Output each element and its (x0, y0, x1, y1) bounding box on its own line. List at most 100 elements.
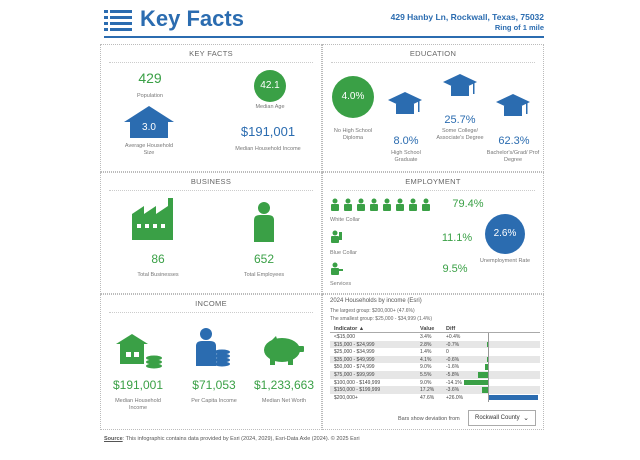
population-label: Population (137, 93, 163, 99)
table-row: $25,000 - $34,999 1.4% 0 (330, 348, 540, 357)
list-icon (104, 10, 132, 32)
divider (109, 190, 313, 191)
zero-line (488, 386, 489, 395)
piggy-bank-icon (264, 336, 304, 365)
indicator-cell: $50,000 - $74,999 (334, 364, 375, 371)
page-title: Key Facts (140, 6, 244, 31)
comparison-select-value: Rockwall County (475, 415, 520, 421)
median-age-label: Median Age (255, 104, 285, 110)
value-cell: 2.8% (420, 341, 432, 348)
zero-line (488, 378, 489, 387)
diff-cell: +0.4% (446, 334, 461, 340)
source-link[interactable]: Source (104, 436, 123, 442)
diff-bar-cell (464, 340, 538, 349)
table-title: 2024 Households by income (Esri) (330, 298, 422, 304)
services-value: 9.5% (442, 263, 468, 275)
diff-bar-cell (464, 363, 538, 372)
panel-title: INCOME (195, 299, 227, 308)
diff-bar (486, 356, 488, 363)
graduation-cap-icon (496, 94, 530, 116)
median-household-income-value: $191,001 (112, 378, 164, 392)
divider (109, 62, 313, 63)
diff-bar-cell (464, 333, 538, 341)
zero-line (488, 340, 489, 349)
median-income-label: Median Household Income (235, 146, 301, 152)
services-label: Services (330, 281, 352, 287)
white-collar-icons (331, 198, 430, 211)
value-cell: 5.5% (420, 371, 432, 378)
median-age-circle: 42.1 (254, 70, 286, 102)
median-income-value: $191,001 (240, 124, 296, 139)
zero-line (488, 393, 489, 402)
household-size-value: 3.0 (142, 122, 156, 133)
value-cell: 4.1% (420, 356, 432, 363)
some-college-label: Some College/ Associate's Degree (436, 128, 484, 142)
employment-panel: EMPLOYMENT (322, 172, 544, 294)
diff-bar-cell (464, 378, 538, 387)
diff-bar (481, 387, 488, 393)
zero-line (488, 363, 489, 372)
employee-icon (254, 202, 274, 242)
education-panel: EDUCATION (322, 44, 544, 172)
largest-group: The largest group: $200,000+ (47.6%) (330, 308, 415, 314)
bars-label: Bars show deviation from (398, 416, 460, 422)
diff-cell: -0.7% (446, 341, 460, 348)
comparison-select[interactable]: Rockwall County ⌄ (468, 410, 536, 426)
indicator-cell: $100,000 - $149,999 (334, 379, 381, 386)
value-header[interactable]: Value (420, 326, 435, 332)
indicator-header[interactable]: Indicator ▲ (334, 326, 365, 332)
value-cell: 17.2% (420, 387, 435, 394)
per-capita-income-value: $71,053 (192, 378, 236, 392)
source-note: Source: This infographic contains data p… (104, 436, 360, 442)
unemployment-value: 2.6% (493, 228, 517, 239)
diff-cell: -1.6% (446, 364, 460, 371)
some-college-value: 25.7% (444, 114, 476, 126)
diff-bar (488, 394, 538, 401)
chevron-down-icon: ⌄ (523, 415, 529, 422)
hs-label: High School Graduate (391, 150, 421, 164)
divider (109, 312, 313, 313)
smallest-group: The smallest group: $25,000 - $34,999 (1… (330, 316, 433, 322)
indicator-cell: $25,000 - $34,999 (334, 349, 375, 356)
no-hs-circle: 4.0% (332, 76, 374, 118)
households-table: Indicator ▲ Value Diff <$15,000 3.4% +0.4%… (330, 325, 540, 402)
table-row: $50,000 - $74,999 9.0% -1.6% (330, 363, 540, 372)
bachelor-value: 62.3% (498, 135, 530, 147)
table-row: $35,000 - $49,999 4.1% -0.6% (330, 355, 540, 364)
diff-bar-cell (464, 393, 538, 402)
panel-title: BUSINESS (190, 177, 232, 186)
white-collar-label: White Collar (330, 217, 360, 223)
divider (331, 190, 535, 191)
indicator-cell: $75,000 - $99,999 (334, 371, 375, 378)
house-money-icon (116, 334, 162, 369)
address: 429 Hanby Ln, Rockwall, Texas, 75032 (390, 12, 544, 22)
value-cell: 47.6% (420, 394, 435, 401)
indicator-cell: <$15,000 (334, 334, 355, 340)
business-panel: BUSINESS (100, 172, 322, 294)
zero-line (488, 348, 489, 357)
per-capita-income-label: Per Capita Income (191, 398, 237, 404)
diff-cell: +26.0% (446, 394, 464, 401)
diff-bar-cell (464, 348, 538, 357)
divider (331, 62, 535, 63)
total-businesses-label: Total Businesses (137, 272, 179, 278)
diff-cell: 0 (446, 349, 449, 356)
diff-bar (478, 371, 488, 378)
blue-collar-label: Blue Collar (330, 250, 357, 256)
diff-header[interactable]: Diff (446, 326, 456, 332)
table-row: $200,000+ 47.6% +26.0% (330, 393, 540, 402)
value-cell: 1.4% (420, 349, 432, 356)
blue-collar-value: 11.1% (441, 232, 473, 244)
ring-label: Ring of 1 mile (494, 23, 544, 32)
factory-icon (132, 198, 173, 240)
table-row: $150,000 - $199,999 17.2% -3.6% (330, 386, 540, 395)
total-employees-value: 652 (253, 252, 275, 266)
table-header: Indicator ▲ Value Diff (330, 325, 540, 333)
table-row: $100,000 - $149,999 9.0% -14.1% (330, 378, 540, 387)
no-hs-label: No High School Diploma (333, 128, 373, 142)
diff-cell: -5.8% (446, 371, 460, 378)
median-household-income-label: Median Household Income (115, 398, 161, 412)
white-collar-value: 79.4% (452, 198, 484, 210)
diff-bar-cell (464, 370, 538, 379)
panel-title: EMPLOYMENT (405, 177, 461, 186)
